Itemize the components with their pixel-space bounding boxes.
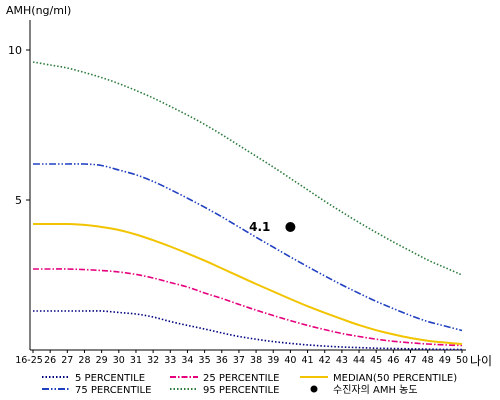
x-tick-label: 38 xyxy=(250,355,262,366)
series-line-25-percentile xyxy=(33,268,463,347)
x-tick-label: 40 xyxy=(284,355,296,366)
series-line-median-50-percentile xyxy=(33,222,463,345)
legend-label-25-percentile: 25 PERCENTILE xyxy=(203,373,279,384)
x-tick-label: 47 xyxy=(404,355,416,366)
series-lines xyxy=(32,61,463,351)
x-tick-label: 49 xyxy=(439,355,451,366)
legend-item-25-percentile: 25 PERCENTILE xyxy=(170,373,279,384)
x-tick-label: 41 xyxy=(302,355,314,366)
legend-label-95-percentile: 95 PERCENTILE xyxy=(203,385,279,396)
x-tick-label: 36 xyxy=(216,355,228,366)
legend-item-patient-amh: 수진자의 AMH 농도 xyxy=(310,384,418,396)
legend-item-median: MEDIAN(50 PERCENTILE) xyxy=(300,373,457,384)
x-tick-label: 45 xyxy=(370,355,382,366)
x-tick-label: 48 xyxy=(422,355,434,366)
y-tick-label: 10 xyxy=(8,44,22,57)
x-tick-label: 28 xyxy=(78,355,90,366)
x-tick-label: 16-25 xyxy=(15,355,43,366)
x-tick-label: 30 xyxy=(113,355,125,366)
legend-label-median: MEDIAN(50 PERCENTILE) xyxy=(333,373,457,384)
x-ticks: 16-25 26 27 28 29 30 31 32 33 34 35 36 37 38 39 40 41 42 4… xyxy=(15,350,468,366)
x-tick-label: 26 xyxy=(44,355,56,366)
y-axis-label: AMH(ng/ml) xyxy=(6,4,71,17)
patient-amh-point xyxy=(285,222,296,232)
x-tick-label: 44 xyxy=(353,355,365,366)
patient-amh-value-label: 4.1 xyxy=(249,220,270,234)
legend-swatch-patient-amh xyxy=(310,385,318,393)
x-tick-label: 37 xyxy=(233,355,245,366)
legend-item-95-percentile: 95 PERCENTILE xyxy=(170,385,279,396)
legend: 5 PERCENTILE 25 PERCENTILE MEDIAN(50 PER… xyxy=(42,373,457,396)
x-tick-label: 32 xyxy=(147,355,159,366)
x-tick-label: 33 xyxy=(164,355,176,366)
legend-label-5-percentile: 5 PERCENTILE xyxy=(75,373,145,384)
legend-label-75-percentile: 75 PERCENTILE xyxy=(75,385,151,396)
x-tick-label: 34 xyxy=(181,355,193,366)
series-line-75-percentile xyxy=(33,163,463,332)
x-tick-label: 46 xyxy=(387,355,399,366)
x-tick-label: 42 xyxy=(319,355,331,366)
x-tick-label: 27 xyxy=(61,355,73,366)
y-tick-label: 5 xyxy=(15,194,22,207)
x-tick-label: 35 xyxy=(199,355,211,366)
legend-label-patient-amh: 수진자의 AMH 농도 xyxy=(333,384,418,396)
legend-item-5-percentile: 5 PERCENTILE xyxy=(42,373,145,384)
y-ticks: 10 5 xyxy=(8,44,30,207)
series-line-95-percentile xyxy=(32,61,463,276)
patient-marker: 4.1 xyxy=(249,220,296,234)
x-tick-label: 39 xyxy=(267,355,279,366)
x-axis-label: 나이 xyxy=(470,354,492,368)
legend-item-75-percentile: 75 PERCENTILE xyxy=(42,385,151,396)
x-tick-label: 43 xyxy=(336,355,348,366)
x-tick-label: 50 xyxy=(456,355,468,366)
series-line-5-percentile xyxy=(33,310,463,351)
x-tick-label: 29 xyxy=(96,355,108,366)
x-tick-label: 31 xyxy=(130,355,142,366)
